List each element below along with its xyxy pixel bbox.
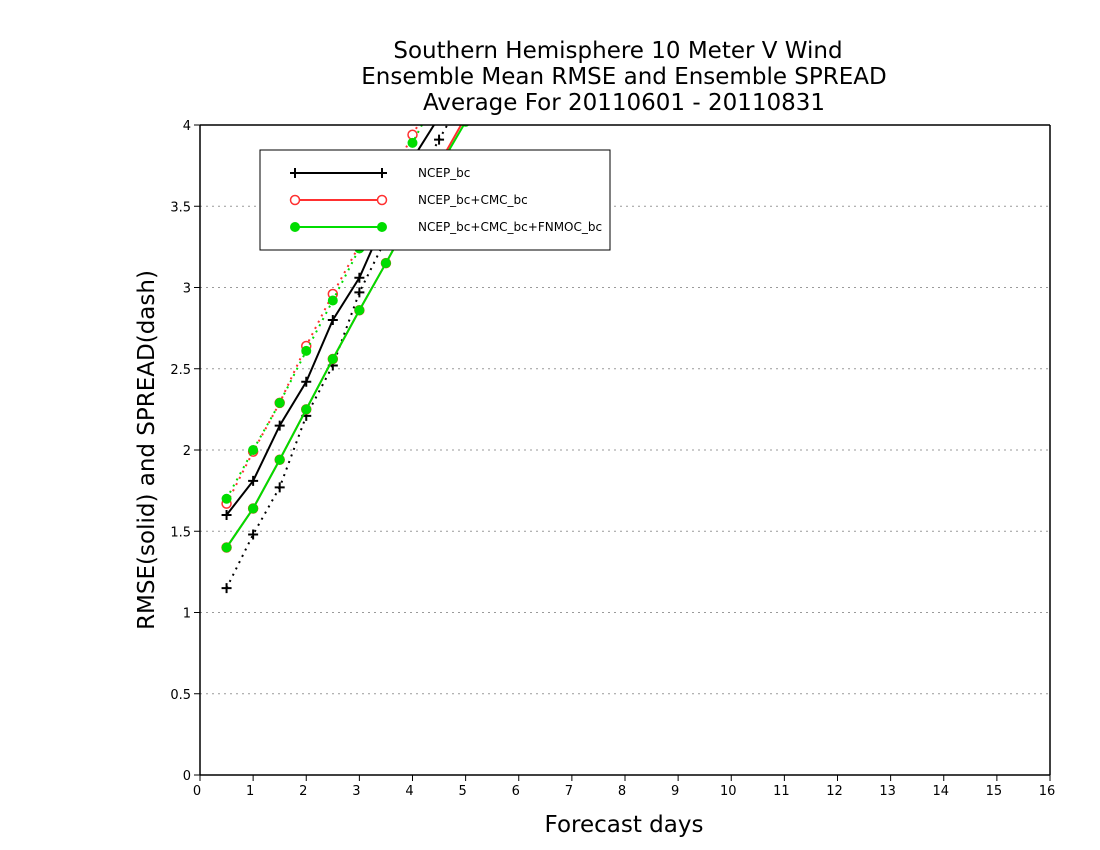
series-1-spread-point-3 [274,482,285,493]
series-1-rmse-point-6 [354,272,365,283]
x-tick-label-9: 9 [671,784,679,799]
gridlines [200,205,1050,695]
series-1-rmse-point-4 [301,376,312,387]
legend-item-2: NCEP_bc+CMC_bc [289,193,528,207]
y-tick-label-3: 3 [183,282,191,297]
series-1-spread-point-1 [221,583,232,594]
x-tick-label-15: 15 [986,784,1003,799]
legend-item-2-marker-start [289,194,301,206]
y-axis-label: RMSE(solid) and SPREAD(dash) [134,270,160,630]
series-3-rmse-point-2 [248,503,259,514]
series-3-spread-point-2 [248,445,259,455]
x-tick-label-3: 3 [352,784,360,799]
y-tick-label-2.5: 2.5 [170,363,191,378]
chart-title-line-3: Average For 20110601 - 20110831 [423,90,825,116]
x-tick-label-1: 1 [246,784,254,799]
legend-item-2-label: NCEP_bc+CMC_bc [418,193,528,207]
series-3-rmse-point-6 [354,305,365,316]
legend-item-3-marker-end [377,222,387,232]
series-3-spread-point-5 [327,295,338,306]
legend-item-3: NCEP_bc+CMC_bc+FNMOC_bc [290,220,602,234]
legend-item-3-label: NCEP_bc+CMC_bc+FNMOC_bc [418,220,602,234]
series-1-spread-point-2 [248,529,259,540]
series-3-rmse-point-1 [221,542,232,553]
ticks: 0 1 2 3 4 5 6 7 8 9 10 11 12 13 14 15 1600.511.522.533.5… [170,119,1055,799]
series-1-rmse-point-2 [248,475,259,486]
legend-item-3-marker-start [290,222,300,232]
x-tick-label-2: 2 [299,784,307,799]
legend-item-1: NCEP_bc [290,166,470,180]
x-tick-label-13: 13 [879,784,896,799]
x-tick-label-11: 11 [773,784,790,799]
chart-title-line-2: Ensemble Mean RMSE and Ensemble SPREAD [361,64,886,90]
x-tick-label-16: 16 [1039,784,1056,799]
series-3-spread-point-4 [301,345,312,356]
y-tick-label-1.5: 1.5 [170,525,191,540]
y-tick-label-1: 1 [183,607,191,622]
series-3-rmse-point-7 [380,258,391,269]
legend-item-1-marker-end [377,168,387,178]
x-axis-label: Forecast days [545,812,704,838]
x-tick-label-10: 10 [720,784,737,799]
series-3-spread-point-3 [274,397,285,408]
series-1-spread-point-6 [354,287,365,298]
legend-item-1-marker-start [290,168,300,178]
y-tick-label-0: 0 [183,769,191,784]
series-1-rmse-point-3 [274,420,285,431]
x-tick-label-14: 14 [932,784,949,799]
y-tick-label-3.5: 3.5 [170,200,191,215]
x-tick-label-8: 8 [618,784,626,799]
x-tick-label-5: 5 [458,784,466,799]
chart-title-line-1: Southern Hemisphere 10 Meter V Wind [393,38,842,64]
series-1-rmse-point-1 [221,510,232,520]
series-3-spread-point-8 [407,137,418,148]
series-3-rmse-point-5 [327,354,338,364]
series-3-rmse-point-4 [301,404,312,415]
legend-item-2-marker-end [376,194,388,206]
x-tick-label-0: 0 [193,784,201,799]
y-tick-label-4: 4 [183,119,191,134]
series-1-rmse-line [225,125,436,516]
series-1-rmse-point-5 [327,315,338,325]
x-tick-label-7: 7 [565,784,573,799]
series-1-spread-point-9 [434,134,445,145]
y-tick-label-2: 2 [183,444,191,459]
x-tick-label-6: 6 [512,784,520,799]
y-tick-label-0.5: 0.5 [170,688,191,703]
legend: NCEP_bc NCEP_bc+CMC_bc NCEP_bc+CMC_bc+FNMO… [259,149,611,251]
series-3-spread-point-1 [221,493,232,504]
x-tick-label-4: 4 [405,784,413,799]
x-tick-label-12: 12 [826,784,843,799]
legend-item-1-label: NCEP_bc [418,166,470,180]
series-3-rmse-point-3 [274,454,285,465]
